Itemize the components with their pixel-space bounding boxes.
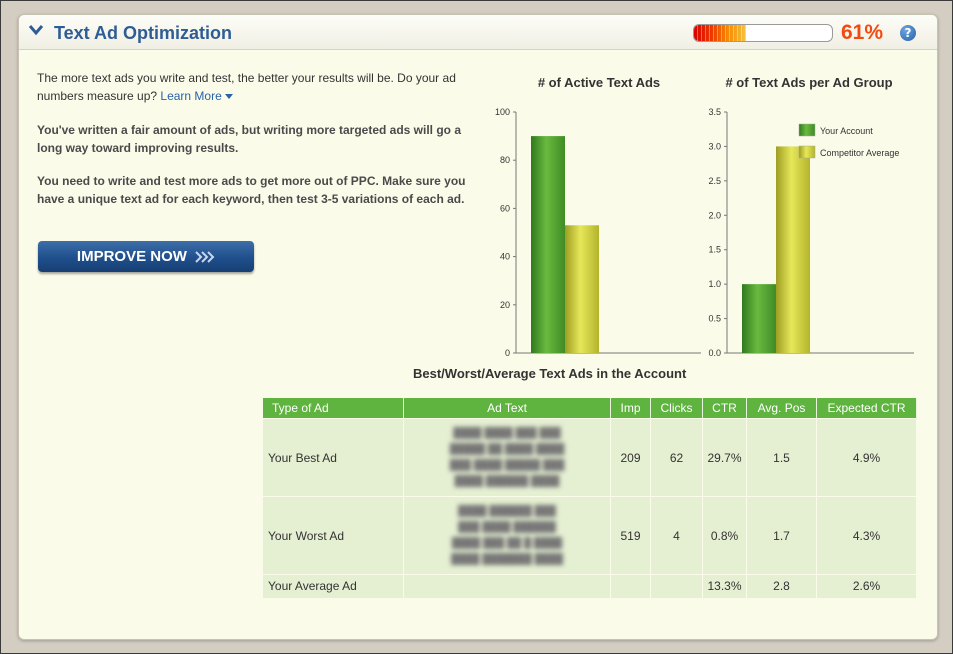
bar-your-account — [742, 284, 776, 353]
bar-competitor-average — [565, 225, 599, 353]
table-row: Your Worst Ad ████ ██████ ███ ███ ████ ██… — [263, 496, 917, 575]
cell-avg-pos: 1.7 — [746, 496, 817, 575]
score-percent: 61% — [841, 21, 884, 44]
cell-type: Your Worst Ad — [263, 496, 404, 575]
header-clicks: Clicks — [650, 398, 703, 419]
section-header[interactable]: Text Ad Optimization 61% ? — [19, 15, 937, 50]
y-tick-label: 1.0 — [708, 279, 721, 289]
cell-type: Your Average Ad — [263, 574, 404, 598]
y-tick-label: 2.0 — [708, 210, 721, 220]
header-avg-pos: Avg. Pos — [746, 398, 817, 419]
header-ctr: CTR — [702, 398, 747, 419]
header-imp: Imp — [610, 398, 651, 419]
legend-label: Competitor Average — [820, 148, 899, 158]
y-tick-label: 80 — [500, 155, 510, 165]
cell-ad-text — [403, 574, 611, 598]
y-tick-label: 3.0 — [708, 141, 721, 151]
help-icon[interactable]: ? — [900, 25, 916, 41]
chart2-title: # of Text Ads per Ad Group — [725, 75, 893, 90]
cell-type: Your Best Ad — [263, 418, 404, 497]
y-tick-label: 40 — [500, 252, 510, 262]
improve-now-label: IMPROVE NOW — [76, 248, 187, 265]
cell-imp: 209 — [610, 418, 651, 497]
cell-clicks: 62 — [650, 418, 703, 497]
chevron-down-icon[interactable] — [29, 24, 43, 36]
y-tick-label: 0 — [505, 348, 510, 358]
table-title: Best/Worst/Average Text Ads in the Accou… — [413, 366, 687, 381]
cell-ad-text-blurred: ████ ██████ ███ ███ ████ ██████ ████ ███ █… — [403, 496, 611, 575]
y-tick-label: 0.5 — [708, 314, 721, 324]
section-title: Text Ad Optimization — [54, 23, 232, 43]
legend-swatch — [798, 145, 816, 159]
cell-expected-ctr: 4.3% — [816, 496, 917, 575]
improve-now-button[interactable]: IMPROVE NOW — [38, 241, 254, 272]
y-tick-label: 3.5 — [708, 107, 721, 117]
text-ad-optimization-panel: Text Ad Optimization 61% ? The more text… — [18, 14, 938, 640]
intro-text: The more text ads you write and test, th… — [37, 69, 465, 105]
cell-clicks: 4 — [650, 496, 703, 575]
intro-body: The more text ads you write and test, th… — [37, 71, 456, 103]
y-tick-label: 100 — [495, 107, 510, 117]
table-row: Your Average Ad 13.3% 2.8 2.6% — [263, 574, 917, 598]
cell-imp — [610, 574, 651, 598]
header-ad-text: Ad Text — [403, 398, 611, 419]
ads-table: Type of Ad Ad Text Imp Clicks CTR Avg. P… — [263, 398, 917, 598]
score-progress-fill — [694, 25, 747, 41]
score-progress-texture — [694, 25, 832, 41]
chevrons-right-icon — [195, 251, 215, 263]
cell-avg-pos: 1.5 — [746, 418, 817, 497]
caret-down-icon — [224, 94, 233, 100]
table-row: Your Best Ad ████ ████ ███ ███ █████ ██ █… — [263, 418, 917, 497]
y-tick-label: 2.5 — [708, 176, 721, 186]
header-type-of-ad: Type of Ad — [263, 398, 404, 419]
table-header-row: Type of Ad Ad Text Imp Clicks CTR Avg. P… — [263, 398, 917, 419]
message-write-more: You need to write and test more ads to g… — [37, 174, 466, 206]
legend-swatch — [798, 123, 816, 137]
bar-your-account — [531, 136, 565, 353]
y-tick-label: 60 — [500, 203, 510, 213]
legend-label: Your Account — [820, 126, 873, 136]
learn-more-label: Learn More — [160, 89, 222, 103]
blurred-ad-text: ████ ██████ ███ ███ ████ ██████ ████ ███ █… — [451, 505, 563, 565]
blurred-ad-text: ████ ████ ███ ███ █████ ██ ████ ████ ███ █… — [449, 427, 565, 487]
y-tick-label: 1.5 — [708, 245, 721, 255]
cell-ctr: 13.3% — [702, 574, 747, 598]
learn-more-link[interactable]: Learn More — [160, 89, 233, 103]
y-tick-label: 0.0 — [708, 348, 721, 358]
active-text-ads-chart: 0 20 40 60 80 100 — [495, 107, 701, 358]
cell-clicks — [650, 574, 703, 598]
y-tick-label: 20 — [500, 300, 510, 310]
cell-ctr: 29.7% — [702, 418, 747, 497]
cell-expected-ctr: 4.9% — [816, 418, 917, 497]
cell-ctr: 0.8% — [702, 496, 747, 575]
message-ad-count: You've written a fair amount of ads, but… — [37, 123, 462, 155]
cell-ad-text-blurred: ████ ████ ███ ███ █████ ██ ████ ████ ███ █… — [403, 418, 611, 497]
score-progress-bar — [693, 24, 833, 42]
cell-imp: 519 — [610, 496, 651, 575]
text-ads-per-ad-group-chart: 0.0 0.5 1.0 1.5 2.0 2.5 3.0 3.5 Your Account Comp… — [708, 107, 914, 358]
chart1-title: # of Active Text Ads — [537, 75, 661, 90]
bar-competitor-average — [776, 146, 810, 353]
header-expected-ctr: Expected CTR — [816, 398, 917, 419]
cell-avg-pos: 2.8 — [746, 574, 817, 598]
cell-expected-ctr: 2.6% — [816, 574, 917, 598]
